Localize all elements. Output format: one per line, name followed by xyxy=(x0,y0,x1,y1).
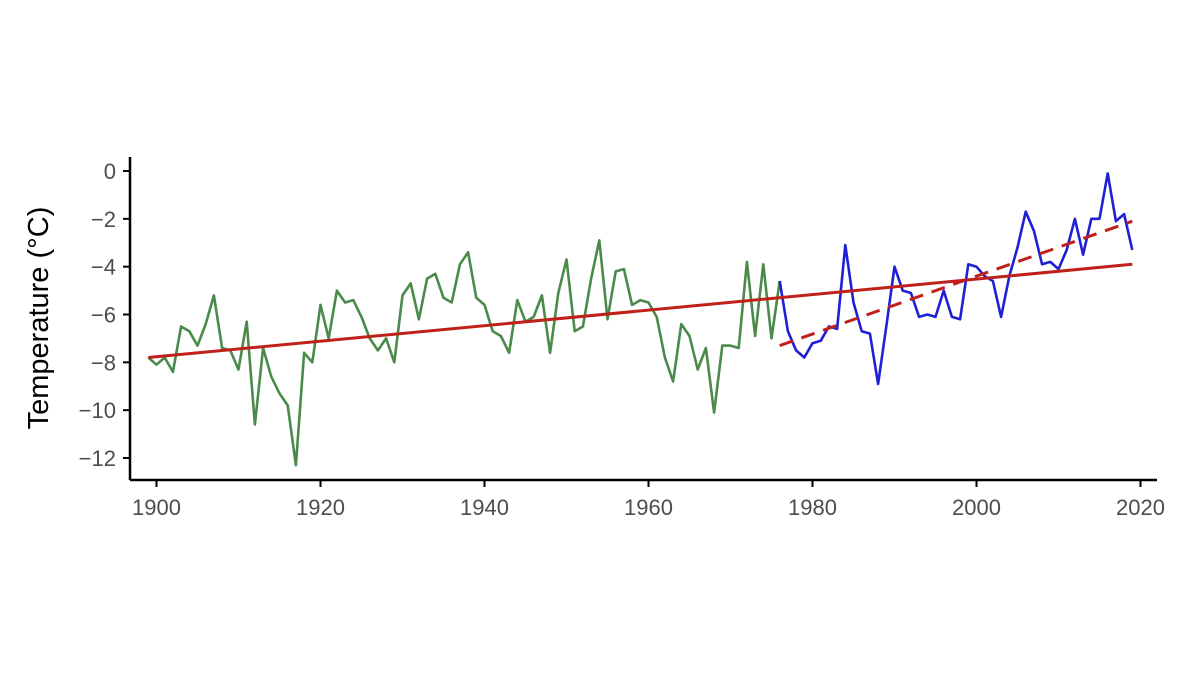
series-line-1 xyxy=(147,239,781,467)
y-tick-label: −2 xyxy=(91,207,116,232)
x-tick-label: 1920 xyxy=(296,495,345,520)
y-tick-label: 0 xyxy=(104,159,116,184)
x-tick-label: 1900 xyxy=(132,495,181,520)
series-layer xyxy=(147,172,1134,467)
y-axis-ticks: 0 −2 −4 −6 −8 −10 −12 xyxy=(79,159,130,471)
y-tick-label: −10 xyxy=(79,398,116,423)
series-line-3 xyxy=(148,262,1133,359)
y-axis-title: Temperature (°C) xyxy=(23,207,55,430)
y-tick-label: −8 xyxy=(91,350,116,375)
x-tick-label: 1960 xyxy=(624,495,673,520)
x-tick-label: 1940 xyxy=(460,495,509,520)
x-tick-label: 2020 xyxy=(1116,495,1165,520)
x-axis-ticks: 1900 1920 1940 1960 1980 2000 2020 xyxy=(132,480,1165,520)
series-line-4 xyxy=(779,219,1133,348)
x-tick-label: 1980 xyxy=(788,495,837,520)
series-line-2 xyxy=(778,172,1134,386)
y-tick-label: −12 xyxy=(79,446,116,471)
y-tick-label: −6 xyxy=(91,303,116,328)
x-tick-label: 2000 xyxy=(952,495,1001,520)
y-tick-label: −4 xyxy=(91,255,116,280)
